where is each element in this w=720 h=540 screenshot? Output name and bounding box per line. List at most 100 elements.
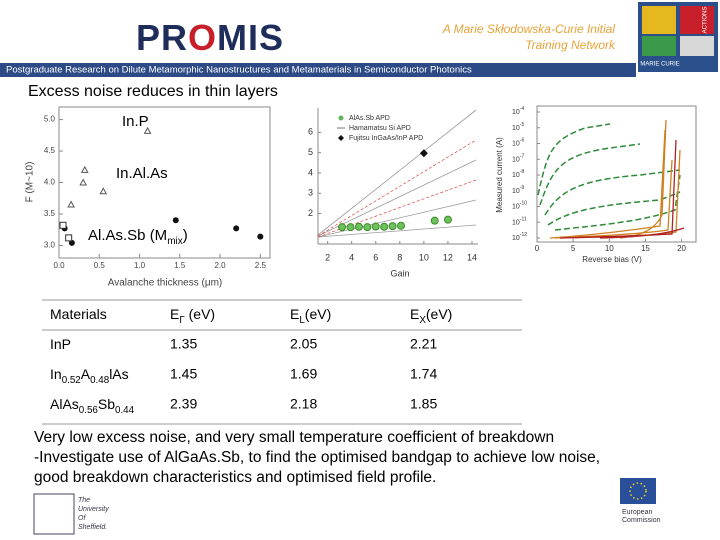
tick-label: 1.0 (134, 261, 146, 270)
axis-label: F (M~10) (25, 162, 36, 203)
table-cell: AlAs0.56Sb0.44 (50, 396, 135, 416)
tick-exponent: -7 (520, 154, 525, 160)
university-name: The (78, 497, 90, 504)
annotation-part: ) (183, 227, 188, 244)
tick-label: 6 (373, 252, 378, 262)
triangle-point (143, 126, 152, 134)
subtitle-bar (0, 63, 636, 77)
table-cell-part: 0.52 (62, 375, 81, 386)
tick-label: 0 (535, 244, 540, 253)
eu-flag (620, 478, 656, 504)
table-header-part: Materials (50, 306, 107, 322)
table-cell-part: lAs (109, 366, 128, 382)
tick-label: 3 (308, 188, 313, 198)
network-text: A Marie Skłodowska-Curie Initial (442, 22, 616, 36)
circle-point (257, 233, 264, 240)
tick-label: 5 (308, 147, 313, 157)
tick-base: 10 (512, 125, 520, 132)
circle-point (68, 239, 75, 246)
body-text: -Investigate use of AlGaAs.Sb, to find t… (34, 449, 600, 466)
table-cell: 2.18 (290, 396, 317, 412)
table-cell-part: In (50, 366, 62, 382)
annotation-part: Al.As.Sb (M (88, 227, 167, 244)
triangle-point (80, 165, 89, 173)
table-cell: 2.05 (290, 336, 317, 352)
table-header-part: (eV) (185, 306, 215, 322)
tick-label: 10-5 (512, 122, 524, 132)
gain-point (346, 223, 355, 232)
tick-label: 10-6 (512, 138, 524, 148)
table-cell-part: 0.44 (115, 405, 135, 416)
tick-base: 10 (512, 203, 520, 210)
tick-label: 10-7 (512, 154, 524, 164)
tick-label: 10-10 (512, 201, 527, 211)
table-cell: 1.69 (290, 366, 317, 382)
tick-label: 12 (443, 252, 453, 262)
university-name: University (78, 506, 109, 513)
triangle-point (67, 200, 75, 208)
tick-label: 2 (308, 208, 313, 218)
table-header-part: (eV) (305, 306, 331, 322)
university-name: Of (78, 515, 86, 522)
curve (559, 139, 685, 239)
tick-label: 0.0 (53, 261, 65, 270)
tick-exponent: -11 (520, 217, 527, 223)
badge-tile (680, 36, 714, 56)
logo: PROMIS (136, 17, 284, 58)
table-header-part: (eV) (426, 306, 452, 322)
table-cell-part: Sb (98, 396, 115, 412)
triangle-point (79, 178, 88, 186)
triangle-point (99, 187, 108, 195)
body-text: Very low excess noise, and very small te… (34, 429, 554, 446)
table-cell-part: AlAs (50, 396, 79, 412)
badge-tile (642, 36, 676, 56)
table-cell: InP (50, 336, 71, 352)
gain-point (354, 222, 363, 231)
gain-point (430, 216, 439, 225)
tick-label: 5 (571, 244, 576, 253)
tick-label: 0.5 (94, 261, 106, 270)
diamond-point (419, 149, 428, 158)
badge-text: MARIE CURIE (640, 62, 679, 68)
badge-tile (680, 6, 714, 34)
badge-text: ACTIONS (703, 7, 709, 34)
tick-label: 6 (308, 127, 313, 137)
commission-name: Commission (622, 517, 661, 524)
tick-label: 3.5 (44, 209, 56, 218)
gain-point (380, 222, 389, 231)
tick-base: 10 (512, 156, 520, 163)
annotation: Al.As.Sb (Mmix) (88, 227, 188, 247)
table-cell: 2.21 (410, 336, 437, 352)
tick-label: 10 (419, 252, 429, 262)
table-header-part: E (170, 306, 179, 322)
table-header-part: L (299, 315, 305, 326)
tick-exponent: -10 (520, 201, 527, 207)
tick-exponent: -4 (520, 106, 525, 112)
tick-label: 10-8 (512, 169, 524, 179)
tick-label: 8 (397, 252, 402, 262)
table-header-part: X (419, 315, 426, 326)
tick-base: 10 (512, 109, 520, 116)
commission-name: European (622, 509, 652, 516)
tick-label: 4.5 (44, 146, 56, 155)
table-cell: In0.52A0.48lAs (50, 366, 129, 386)
tick-label: 15 (641, 244, 650, 253)
tick-label: 2 (325, 252, 330, 262)
tick-label: 2.5 (255, 261, 267, 270)
tick-label: 14 (467, 252, 477, 262)
subtitle: Postgraduate Research on Dilute Metamorp… (6, 65, 472, 76)
gain-point (363, 223, 372, 232)
tick-exponent: -6 (520, 138, 525, 144)
curve (537, 123, 681, 231)
badge-tile (642, 6, 676, 34)
tick-label: 1.5 (174, 261, 186, 270)
tick-label: 4.0 (44, 178, 56, 187)
table-cell: 2.39 (170, 396, 197, 412)
table-header: EL(eV) (290, 306, 331, 326)
tick-base: 10 (512, 188, 520, 195)
table-cell: 1.74 (410, 366, 437, 382)
annotation: In.Al.As (116, 165, 168, 182)
axis-label: Reverse bias (V) (582, 255, 642, 264)
table-header: Materials (50, 306, 107, 322)
